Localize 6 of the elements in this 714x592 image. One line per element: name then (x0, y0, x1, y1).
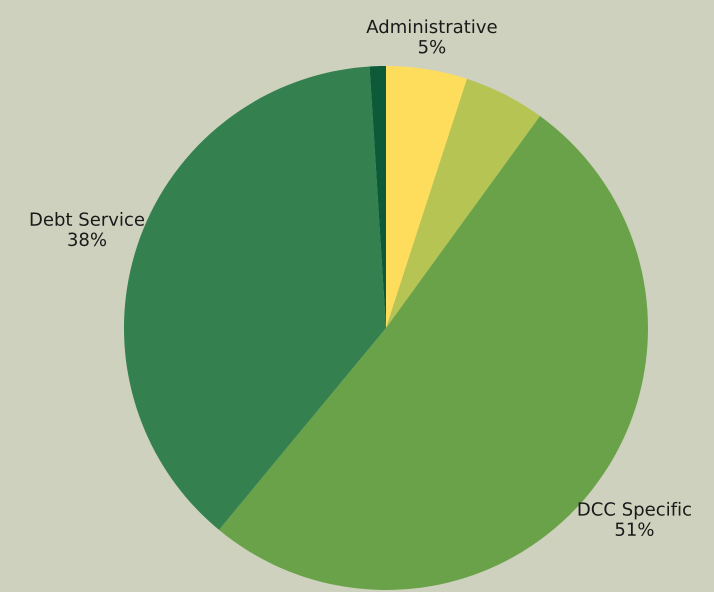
slice-label: DCC Specific (578, 502, 691, 520)
slice-label: Debt Service (30, 212, 144, 226)
data-label: 38% (68, 232, 106, 246)
data-label: 5% (418, 40, 446, 54)
slice-label: Administrative (366, 19, 497, 34)
data-label: 51% (616, 522, 654, 536)
